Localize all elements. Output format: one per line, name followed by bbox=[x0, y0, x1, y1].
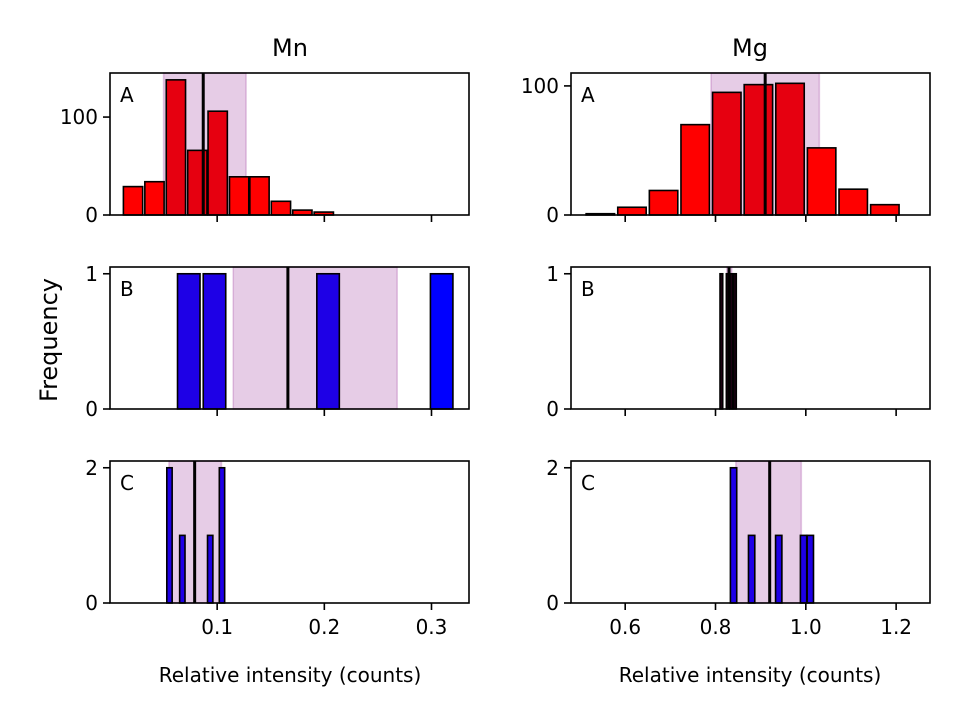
bar-mg-c-2 bbox=[774, 534, 783, 604]
bar-mn-a-4 bbox=[207, 110, 229, 216]
bar-mn-b-3 bbox=[429, 272, 454, 410]
bar-mn-a-0 bbox=[122, 185, 144, 216]
bar-mg-b-0 bbox=[719, 272, 724, 410]
ytick-label-mn-a-0: 0 bbox=[85, 203, 98, 227]
bar-mn-c-1 bbox=[178, 534, 186, 604]
ytick-label-mg-a-1: 100 bbox=[521, 74, 559, 98]
bar-mg-a-6 bbox=[774, 82, 806, 216]
bar-mg-a-7 bbox=[806, 147, 837, 216]
axes-frame-mn-c bbox=[109, 460, 470, 604]
bar-mn-c-0 bbox=[165, 466, 173, 604]
xtick-label-mn-c-1: 0.2 bbox=[308, 615, 340, 639]
column-title-mg: Mg bbox=[732, 34, 768, 62]
x-axis-label-mn: Relative intensity (counts) bbox=[159, 663, 422, 687]
panel-letter-mn-b: B bbox=[120, 277, 134, 301]
ytick-label-mn-b-0: 0 bbox=[85, 397, 98, 421]
panel-letter-mg-b: B bbox=[581, 277, 595, 301]
ytick-label-mn-c-0: 0 bbox=[85, 591, 98, 615]
ytick-label-mn-b-1: 1 bbox=[85, 262, 98, 286]
bar-mg-a-9 bbox=[869, 203, 900, 216]
x-axis-label-mg: Relative intensity (counts) bbox=[619, 663, 882, 687]
axes-frame-mn-b bbox=[109, 266, 470, 410]
bar-mn-a-1 bbox=[144, 180, 165, 216]
bar-mn-b-1 bbox=[202, 272, 227, 410]
bar-mn-c-2 bbox=[206, 534, 214, 604]
column-title-mn: Mn bbox=[272, 34, 308, 62]
xtick-label-mg-c-1: 0.8 bbox=[700, 615, 732, 639]
ytick-label-mg-c-1: 2 bbox=[546, 456, 559, 480]
ytick-label-mn-c-1: 2 bbox=[85, 456, 98, 480]
panel-mn-b: 0 1B bbox=[85, 262, 470, 421]
panel-letter-mn-c: C bbox=[120, 471, 134, 495]
band-mn-b bbox=[232, 266, 398, 410]
bar-mn-a-2 bbox=[165, 79, 187, 216]
ytick-label-mg-b-1: 1 bbox=[546, 262, 559, 286]
ytick-label-mg-b-0: 0 bbox=[546, 397, 559, 421]
bar-mg-a-5 bbox=[743, 83, 774, 216]
bar-mg-c-4 bbox=[806, 534, 815, 604]
xtick-label-mn-c-2: 0.3 bbox=[416, 615, 448, 639]
ytick-label-mg-c-0: 0 bbox=[546, 591, 559, 615]
bar-mg-b-3 bbox=[732, 272, 738, 410]
panel-letter-mg-a: A bbox=[581, 83, 595, 107]
bar-mg-a-2 bbox=[648, 189, 679, 216]
ytick-label-mg-a-0: 0 bbox=[546, 203, 559, 227]
bar-mg-a-3 bbox=[680, 123, 711, 216]
axes-frame-mg-a bbox=[570, 72, 931, 216]
xtick-label-mg-c-0: 0.6 bbox=[609, 615, 641, 639]
bar-mg-a-4 bbox=[711, 91, 742, 216]
axes-frame-mg-c bbox=[570, 460, 931, 604]
bar-mn-b-2 bbox=[316, 272, 341, 410]
bar-mg-c-3 bbox=[799, 534, 808, 604]
panel-letter-mg-c: C bbox=[581, 471, 595, 495]
xtick-label-mn-c-0: 0.1 bbox=[201, 615, 233, 639]
panel-mg-c: 0 2 0.6 0.8 1.0 1.2 C bbox=[546, 456, 931, 639]
xtick-label-mg-c-3: 1.2 bbox=[880, 615, 912, 639]
bar-mn-c-3 bbox=[218, 466, 226, 604]
bar-mn-a-7 bbox=[270, 200, 292, 216]
bar-mn-a-6 bbox=[249, 176, 270, 216]
bar-mg-a-1 bbox=[616, 206, 647, 216]
bar-mg-a-8 bbox=[838, 188, 869, 216]
panel-letter-mn-a: A bbox=[120, 83, 134, 107]
bar-mg-c-0 bbox=[729, 466, 738, 604]
xtick-label-mg-c-2: 1.0 bbox=[790, 615, 822, 639]
bar-mg-c-1 bbox=[747, 534, 756, 604]
axes-frame-mg-b bbox=[570, 266, 931, 410]
panel-mg-a: 0 100 A bbox=[521, 72, 931, 227]
panel-mn-a: 0 100 A bbox=[60, 72, 470, 227]
panel-mg-b: 0 1B bbox=[546, 262, 931, 421]
ytick-label-mn-a-1: 100 bbox=[60, 105, 98, 129]
bar-mn-b-0 bbox=[176, 272, 201, 410]
axes-frame-mn-a bbox=[109, 72, 470, 216]
bar-mn-a-5 bbox=[228, 176, 250, 216]
panel-mn-c: 0 2 0.1 0.2 0.3 C bbox=[85, 456, 470, 639]
y-axis-label: Frequency bbox=[35, 278, 63, 402]
